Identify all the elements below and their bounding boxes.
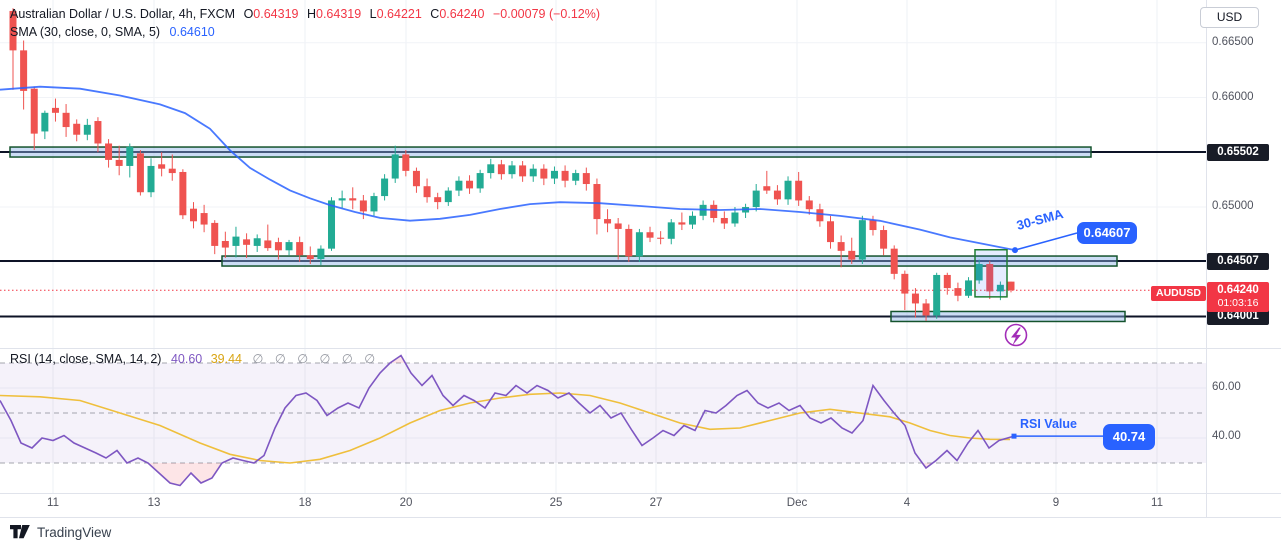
rsi-tick-60[interactable]: 60.00 [1212,381,1241,393]
price-tick-65000[interactable]: 0.65000 [1212,200,1254,212]
level-label-65502: 0.65502 [1207,144,1269,161]
current-price-label: 0.64240 01:03:16 [1207,282,1269,312]
time-tick[interactable]: Dec [786,497,808,509]
symbol-title[interactable]: Australian Dollar / U.S. Dollar, 4h, FXC… [10,7,236,21]
price-tick-66500[interactable]: 0.66500 [1212,36,1254,48]
sma-legend[interactable]: SMA (30, close, 0, SMA, 5) 0.64610 [10,25,215,39]
time-tick[interactable]: 13 [147,497,161,509]
tradingview-brand-text: TradingView [37,524,112,540]
time-tick[interactable]: 4 [903,497,911,509]
low-value: 0.64221 [376,7,422,21]
rsi-callout-text[interactable]: RSI Value [1020,417,1077,431]
time-tick[interactable]: 25 [549,497,563,509]
open-value: 0.64319 [253,7,299,21]
sma-study-label: SMA (30, close, 0, SMA, 5) [10,25,161,39]
rsi-study-label: RSI (14, close, SMA, 14, 2) [10,352,162,366]
level-label-64507: 0.64507 [1207,253,1269,270]
rsi-legend[interactable]: RSI (14, close, SMA, 14, 2) 40.60 39.44 … [10,351,379,366]
time-tick[interactable]: 11 [1151,497,1163,509]
level-label-64001: 0.64001 [1207,308,1269,325]
rsi-tick-40[interactable]: 40.00 [1212,430,1241,442]
time-tick[interactable]: 27 [649,497,663,509]
time-tick[interactable]: 20 [399,497,413,509]
current-price-value: 0.64240 [1217,284,1259,296]
change-value: −0.00079 (−0.12%) [493,7,601,21]
high-label: H [306,7,316,21]
time-tick[interactable]: 9 [1052,497,1060,509]
time-tick[interactable]: 11 [47,497,59,509]
symbol-price-tag: AUDUSD [1151,286,1206,301]
close-value: 0.64240 [439,7,485,21]
high-value: 0.64319 [316,7,362,21]
tradingview-mark-icon [10,525,30,539]
low-label: L [369,7,377,21]
sma-study-value: 0.64610 [169,25,215,39]
rsi-callout-value[interactable]: 40.74 [1103,424,1155,450]
currency-button[interactable]: USD [1200,7,1259,28]
close-label: C [430,7,440,21]
rsi-empty-values: ∅ ∅ ∅ ∅ ∅ ∅ [252,352,380,366]
rsi-sma-value: 39.44 [210,352,242,366]
rsi-study-value: 40.60 [170,352,203,366]
price-tick-66000[interactable]: 0.66000 [1212,91,1254,103]
time-tick[interactable]: 18 [298,497,312,509]
open-label: O [243,7,254,21]
sma-callout-value[interactable]: 0.64607 [1077,222,1137,244]
symbol-legend: Australian Dollar / U.S. Dollar, 4h, FXC… [10,7,600,21]
bar-countdown: 01:03:16 [1217,297,1259,309]
tradingview-logo[interactable]: TradingView [9,523,111,541]
